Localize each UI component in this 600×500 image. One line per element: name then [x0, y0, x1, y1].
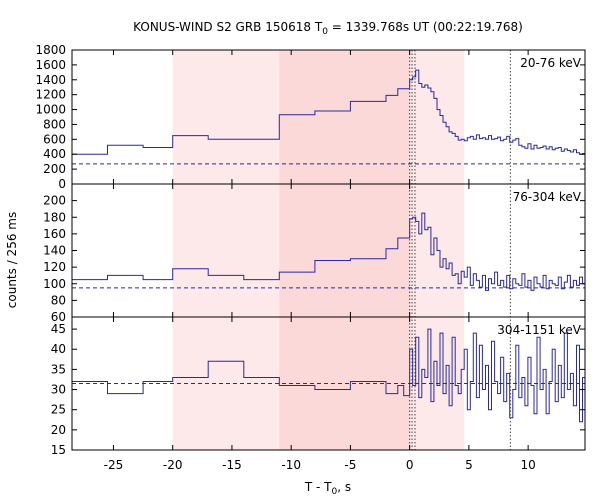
- panel-2-y-tick-label: 60: [51, 310, 66, 324]
- panel-2-y-tick-label: 120: [43, 260, 66, 274]
- plot-layer: [72, 69, 585, 423]
- x-axis-label: T - T0, s: [304, 480, 351, 497]
- panel-1-y-tick-label: 400: [43, 147, 66, 161]
- panel-3-energy-label: 304-1151 keV: [497, 323, 581, 337]
- panel-2-light-curve: [72, 212, 585, 291]
- panel-1-y-tick-label: 0: [58, 177, 66, 191]
- x-axis-label-subscript: 0: [332, 487, 338, 497]
- chart-title-subscript: 0: [322, 27, 328, 37]
- panel-1-y-tick-label: 1800: [35, 43, 66, 57]
- panel-3-y-tick-label: 30: [51, 383, 66, 397]
- chart-title-rest: = 1339.768s UT (00:22:19.768): [328, 20, 523, 34]
- panel-3-y-tick-label: 35: [51, 362, 66, 376]
- panel-1-light-curve: [72, 69, 585, 155]
- panel-2-y-tick-label: 140: [43, 244, 66, 258]
- x-tick-label: 10: [520, 458, 535, 472]
- panel-3-y-tick-label: 15: [51, 443, 66, 457]
- panel-3-y-tick-label: 20: [51, 423, 66, 437]
- panel-1-y-tick-label: 1600: [35, 58, 66, 72]
- panel-2-y-tick-label: 80: [51, 293, 66, 307]
- x-axis-label-main: T - T: [304, 480, 332, 494]
- panel-1-y-tick-label: 1200: [35, 88, 66, 102]
- x-tick-label: -25: [104, 458, 124, 472]
- x-tick-label: -10: [281, 458, 301, 472]
- x-tick-label: -15: [222, 458, 242, 472]
- chart-title: KONUS-WIND S2 GRB 150618 T0 = 1339.768s …: [133, 20, 523, 37]
- x-tick-label: 0: [406, 458, 414, 472]
- panel-1-energy-label: 20-76 keV: [520, 56, 582, 70]
- panel-1-y-tick-label: 200: [43, 162, 66, 176]
- panel-3-light-curve: [72, 328, 585, 423]
- x-axis-label-rest: , s: [337, 480, 351, 494]
- panel-2-y-tick-label: 200: [43, 194, 66, 208]
- panel-2-y-tick-label: 160: [43, 227, 66, 241]
- panel-3-y-tick-label: 45: [51, 322, 66, 336]
- panel-2-y-tick-label: 180: [43, 210, 66, 224]
- panel-3-y-tick-label: 40: [51, 342, 66, 356]
- chart-title-main: KONUS-WIND S2 GRB 150618 T: [133, 20, 323, 34]
- y-axis-label: counts / 256 ms: [5, 212, 19, 308]
- panel-2-energy-label: 76-304 keV: [513, 190, 582, 204]
- panel-2-y-tick-label: 100: [43, 277, 66, 291]
- x-tick-label: 5: [465, 458, 473, 472]
- panel-3-y-tick-label: 25: [51, 403, 66, 417]
- panel-1-y-tick-label: 1400: [35, 73, 66, 87]
- panel-3-frame: [71, 316, 586, 451]
- x-tick-label: -5: [344, 458, 356, 472]
- panel-1-y-tick-label: 1000: [35, 103, 66, 117]
- panel-1-y-tick-label: 600: [43, 132, 66, 146]
- panel-1-y-tick-label: 800: [43, 117, 66, 131]
- x-tick-label: -20: [163, 458, 183, 472]
